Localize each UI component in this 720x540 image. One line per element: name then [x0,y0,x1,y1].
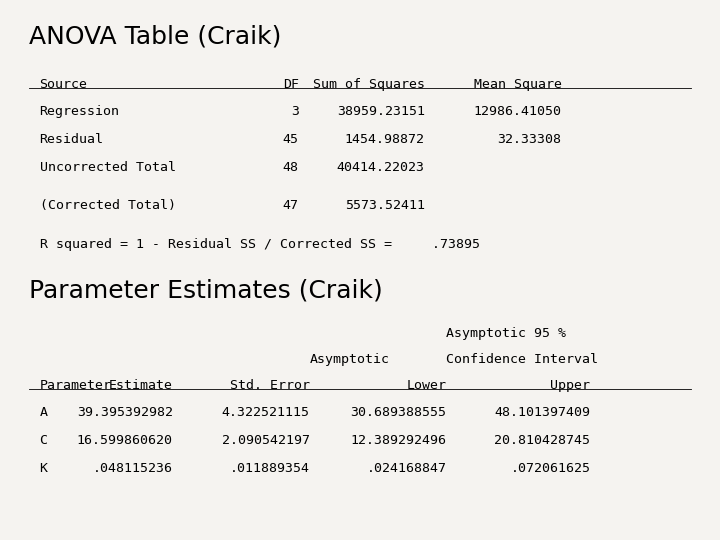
Text: 3: 3 [291,105,299,118]
Text: Mean Square: Mean Square [474,78,562,91]
Text: Uncorrected Total: Uncorrected Total [40,161,176,174]
Text: Source: Source [40,78,88,91]
Text: Asymptotic: Asymptotic [310,353,390,366]
Text: .072061625: .072061625 [510,462,590,475]
Text: .048115236: .048115236 [93,462,173,475]
Text: (Corrected Total): (Corrected Total) [40,199,176,212]
Text: 12986.41050: 12986.41050 [474,105,562,118]
Text: 45: 45 [283,133,299,146]
Text: Parameter: Parameter [40,379,112,392]
Text: 32.33308: 32.33308 [498,133,562,146]
Text: Estimate: Estimate [109,379,173,392]
Text: Residual: Residual [40,133,104,146]
Text: 5573.52411: 5573.52411 [345,199,425,212]
Text: 12.389292496: 12.389292496 [351,434,446,447]
Text: K: K [40,462,48,475]
Text: C: C [40,434,48,447]
Text: Sum of Squares: Sum of Squares [312,78,425,91]
Text: Std. Error: Std. Error [230,379,310,392]
Text: 40414.22023: 40414.22023 [337,161,425,174]
Text: 48: 48 [283,161,299,174]
Text: 4.322521115: 4.322521115 [222,406,310,419]
Text: A: A [40,406,48,419]
Text: 39.395392982: 39.395392982 [77,406,173,419]
Text: 47: 47 [283,199,299,212]
Text: Asymptotic 95 %: Asymptotic 95 % [446,327,567,340]
Text: 38959.23151: 38959.23151 [337,105,425,118]
Text: Upper: Upper [550,379,590,392]
Text: R squared = 1 - Residual SS / Corrected SS =     .73895: R squared = 1 - Residual SS / Corrected … [40,238,480,251]
Text: Regression: Regression [40,105,120,118]
Text: .011889354: .011889354 [230,462,310,475]
Text: Confidence Interval: Confidence Interval [446,353,598,366]
Text: 1454.98872: 1454.98872 [345,133,425,146]
Text: 2.090542197: 2.090542197 [222,434,310,447]
Text: .024168847: .024168847 [366,462,446,475]
Text: ANOVA Table (Craik): ANOVA Table (Craik) [29,24,282,48]
Text: 16.599860620: 16.599860620 [77,434,173,447]
Text: DF: DF [283,78,299,91]
Text: Lower: Lower [406,379,446,392]
Text: 20.810428745: 20.810428745 [495,434,590,447]
Text: 30.689388555: 30.689388555 [351,406,446,419]
Text: Parameter Estimates (Craik): Parameter Estimates (Craik) [29,279,382,302]
Text: 48.101397409: 48.101397409 [495,406,590,419]
